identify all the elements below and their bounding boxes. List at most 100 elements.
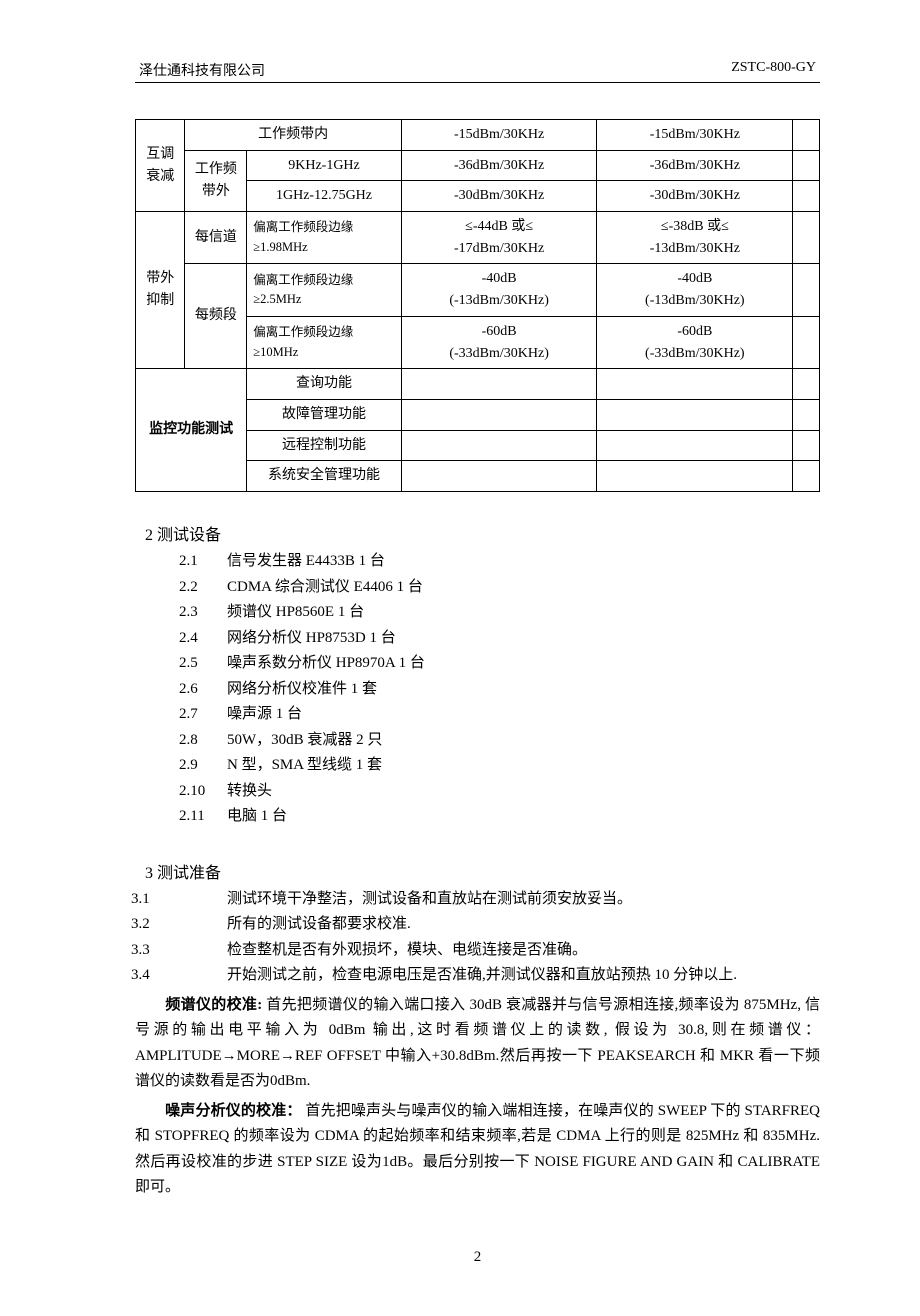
table-cell: -60dB(-33dBm/30KHz) [401, 316, 597, 368]
item-number: 3.1 [179, 887, 227, 913]
item-text: 所有的测试设备都要求校准. [227, 916, 411, 932]
table-cell: -40dB(-13dBm/30KHz) [401, 264, 597, 316]
item-text: 测试环境干净整洁，测试设备和直放站在测试前须安放妥当。 [227, 891, 632, 907]
table-cell: ≤-38dB 或≤-13dBm/30KHz [597, 212, 793, 264]
table-cell [793, 120, 820, 151]
item-number: 2.3 [179, 600, 227, 626]
item-number: 2.8 [179, 728, 227, 754]
table-cell: 监控功能测试 [136, 369, 247, 492]
table-cell: 偏离工作频段边缘≥1.98MHz [247, 212, 402, 264]
list-item: 3.3检查整机是否有外观损坏，模块、电缆连接是否准确。 [145, 938, 820, 964]
table-row: 互调衰减工作频带内-15dBm/30KHz-15dBm/30KHz [136, 120, 820, 151]
item-number: 3.4 [179, 963, 227, 989]
item-number: 2.4 [179, 626, 227, 652]
item-text: 网络分析仪 HP8753D 1 台 [227, 630, 396, 646]
item-number: 2.11 [179, 804, 227, 830]
table-cell: -60dB(-33dBm/30KHz) [597, 316, 793, 368]
list-item: 2.1信号发生器 E4433B 1 台 [145, 549, 820, 575]
item-number: 3.3 [179, 938, 227, 964]
table-cell [793, 150, 820, 181]
calibration-spectrum: 频谱仪的校准: 首先把频谱仪的输入端口接入 30dB 衰减器并与信号源相连接,频… [135, 993, 820, 1095]
table-row: 监控功能测试查询功能 [136, 369, 820, 400]
table-cell: 1GHz-12.75GHz [247, 181, 402, 212]
table-cell: ≤-44dB 或≤-17dBm/30KHz [401, 212, 597, 264]
table-row: 每频段偏离工作频段边缘≥2.5MHz-40dB(-13dBm/30KHz)-40… [136, 264, 820, 316]
table-cell: 偏离工作频段边缘≥10MHz [247, 316, 402, 368]
item-text: 50W，30dB 衰减器 2 只 [227, 732, 382, 748]
list-item: 2.3频谱仪 HP8560E 1 台 [145, 600, 820, 626]
page-header: 泽仕通科技有限公司 ZSTC-800-GY [135, 60, 820, 82]
list-item: 2.6网络分析仪校准件 1 套 [145, 677, 820, 703]
table-cell: -30dBm/30KHz [401, 181, 597, 212]
table-cell [793, 181, 820, 212]
table-cell: 工作频带外 [185, 150, 247, 211]
table-cell: -15dBm/30KHz [401, 120, 597, 151]
table-cell [793, 212, 820, 264]
para2-lead: 噪声分析仪的校准： [165, 1103, 302, 1119]
table-cell: -36dBm/30KHz [597, 150, 793, 181]
list-item: 2.11电脑 1 台 [145, 804, 820, 830]
list-item: 3.4开始测试之前，检查电源电压是否准确,并测试仪器和直放站预热 10 分钟以上… [145, 963, 820, 989]
item-number: 2.7 [179, 702, 227, 728]
table-cell: 查询功能 [247, 369, 402, 400]
item-text: 噪声系数分析仪 HP8970A 1 台 [227, 655, 425, 671]
table-cell: 带外抑制 [136, 212, 185, 369]
table-cell [401, 430, 597, 461]
table-cell: 每信道 [185, 212, 247, 264]
table-row: 工作频带外9KHz-1GHz-36dBm/30KHz-36dBm/30KHz [136, 150, 820, 181]
item-number: 2.6 [179, 677, 227, 703]
table-cell: -40dB(-13dBm/30KHz) [597, 264, 793, 316]
table-cell [597, 430, 793, 461]
doc-id: ZSTC-800-GY [731, 60, 816, 80]
item-number: 2.9 [179, 753, 227, 779]
table-cell [401, 461, 597, 492]
item-text: N 型，SMA 型线缆 1 套 [227, 757, 382, 773]
item-text: 转换头 [227, 783, 272, 799]
table-cell [793, 316, 820, 368]
section-3-title: 3 测试准备 [145, 860, 820, 887]
header-rule [135, 82, 820, 83]
table-cell [793, 430, 820, 461]
item-text: 电脑 1 台 [227, 808, 287, 824]
table-cell [401, 399, 597, 430]
para1-lead: 频谱仪的校准: [165, 997, 262, 1013]
table-cell: 系统安全管理功能 [247, 461, 402, 492]
item-number: 2.2 [179, 575, 227, 601]
company-name: 泽仕通科技有限公司 [139, 60, 265, 80]
table-cell: 远程控制功能 [247, 430, 402, 461]
table-cell: 互调衰减 [136, 120, 185, 212]
list-item: 2.7噪声源 1 台 [145, 702, 820, 728]
item-text: 检查整机是否有外观损坏，模块、电缆连接是否准确。 [227, 942, 587, 958]
table-cell [793, 399, 820, 430]
table-cell [793, 461, 820, 492]
table-cell: 每频段 [185, 264, 247, 369]
section-3: 3 测试准备 3.1测试环境干净整洁，测试设备和直放站在测试前须安放妥当。3.2… [135, 860, 820, 989]
table-cell [597, 369, 793, 400]
list-item: 3.1测试环境干净整洁，测试设备和直放站在测试前须安放妥当。 [145, 887, 820, 913]
table-cell [793, 264, 820, 316]
table-cell: -15dBm/30KHz [597, 120, 793, 151]
item-text: 噪声源 1 台 [227, 706, 302, 722]
item-text: 频谱仪 HP8560E 1 台 [227, 604, 364, 620]
list-item: 3.2所有的测试设备都要求校准. [145, 912, 820, 938]
list-item: 2.5噪声系数分析仪 HP8970A 1 台 [145, 651, 820, 677]
calibration-noise: 噪声分析仪的校准： 首先把噪声头与噪声仪的输入端相连接，在噪声仪的 SWEEP … [135, 1099, 820, 1201]
table-cell [597, 399, 793, 430]
table-cell: 工作频带内 [185, 120, 401, 151]
section-2: 2 测试设备 2.1信号发生器 E4433B 1 台2.2CDMA 综合测试仪 … [135, 522, 820, 830]
item-number: 2.5 [179, 651, 227, 677]
table-cell: -30dBm/30KHz [597, 181, 793, 212]
list-item: 2.2CDMA 综合测试仪 E4406 1 台 [145, 575, 820, 601]
item-text: 开始测试之前，检查电源电压是否准确,并测试仪器和直放站预热 10 分钟以上. [227, 967, 737, 983]
list-item: 2.10转换头 [145, 779, 820, 805]
item-text: CDMA 综合测试仪 E4406 1 台 [227, 579, 423, 595]
table-cell [597, 461, 793, 492]
list-item: 2.850W，30dB 衰减器 2 只 [145, 728, 820, 754]
table-cell [793, 369, 820, 400]
list-item: 2.9N 型，SMA 型线缆 1 套 [145, 753, 820, 779]
table-cell: -36dBm/30KHz [401, 150, 597, 181]
list-item: 2.4网络分析仪 HP8753D 1 台 [145, 626, 820, 652]
page-number: 2 [135, 1249, 820, 1266]
table-cell: 9KHz-1GHz [247, 150, 402, 181]
item-number: 2.10 [179, 779, 227, 805]
